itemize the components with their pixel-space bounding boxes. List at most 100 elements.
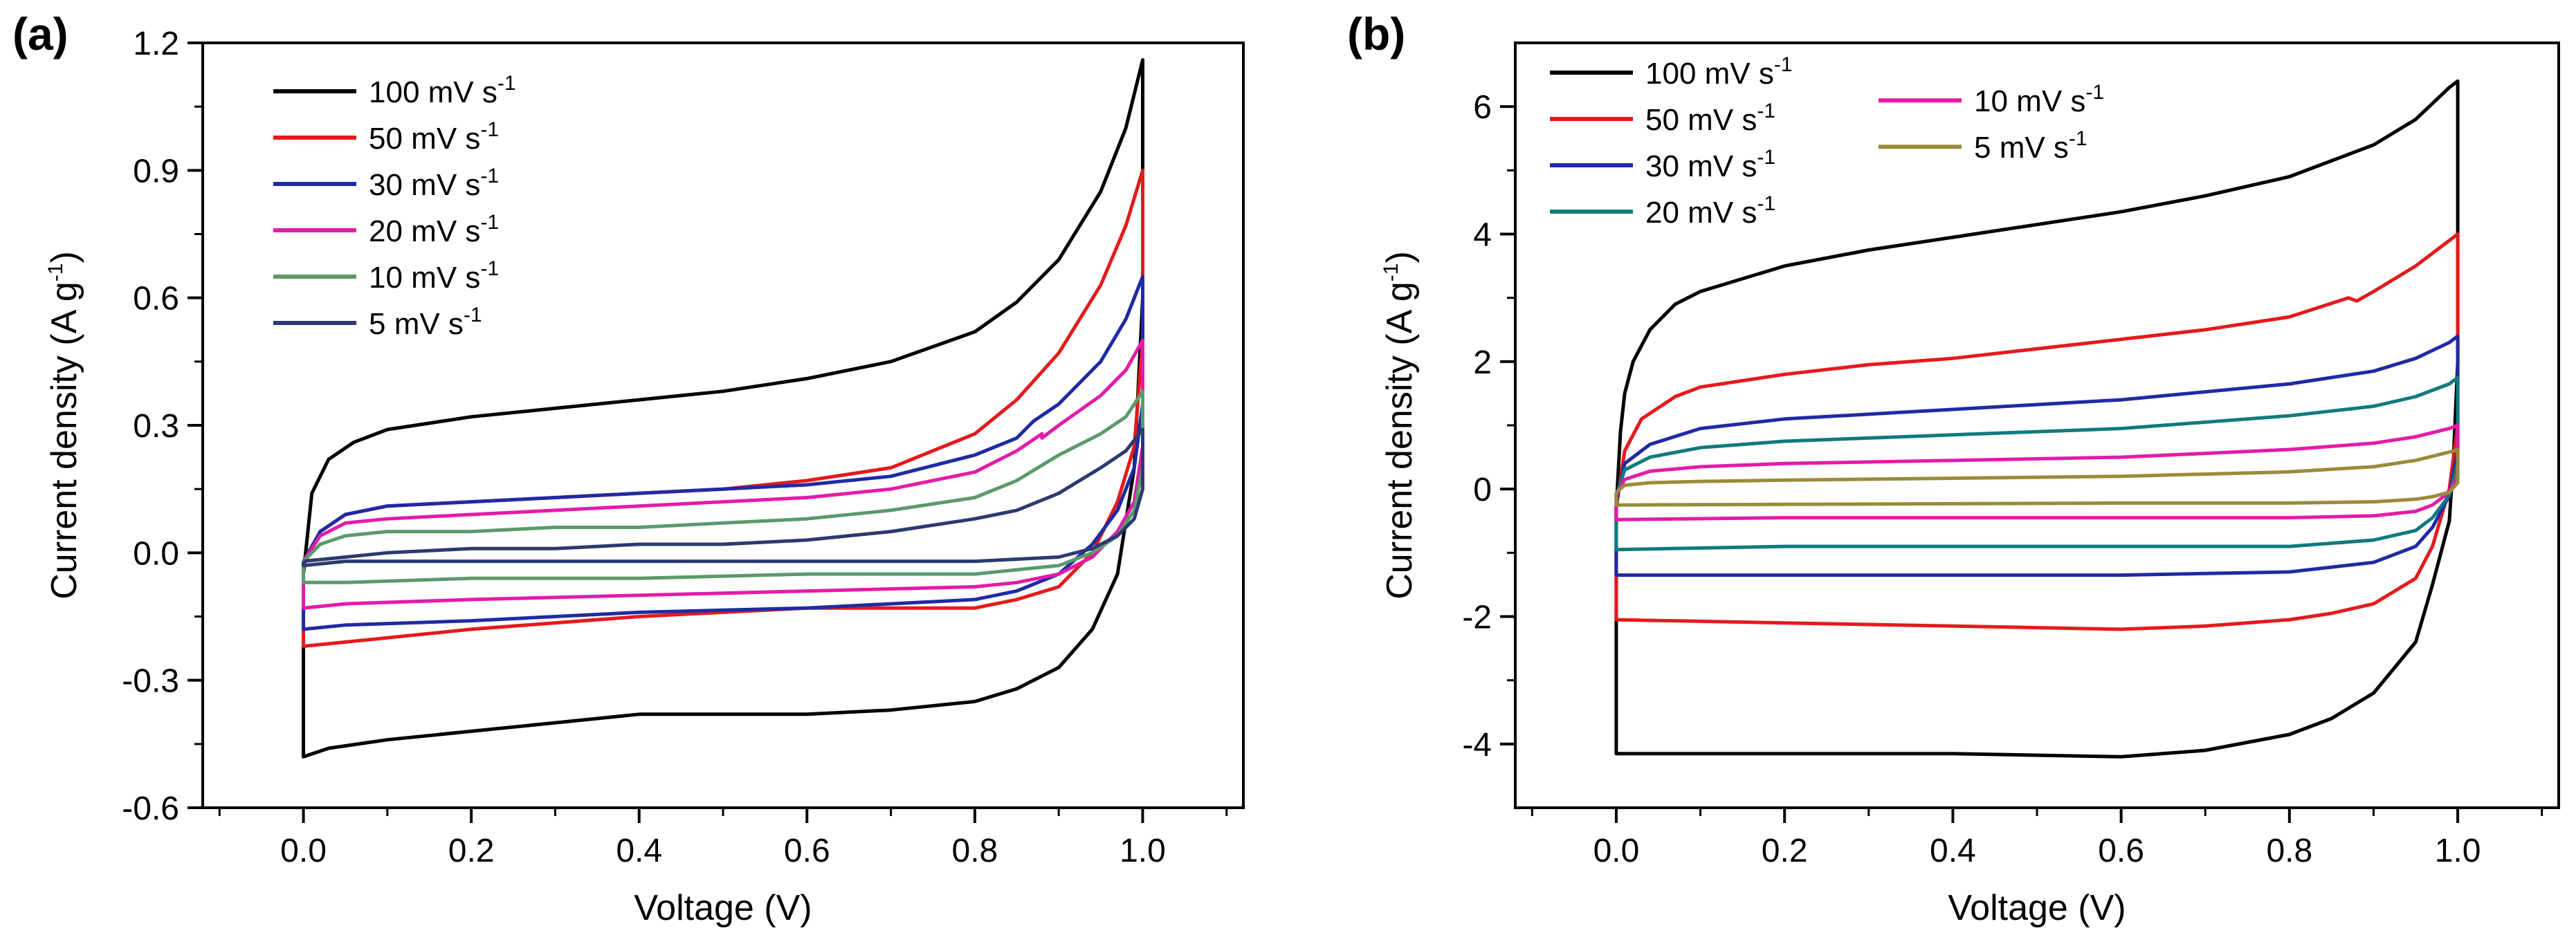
legend-label: 5 mV s-1	[369, 304, 482, 341]
legend-label-text: 50 mV s	[369, 122, 480, 156]
legend-label-text: 30 mV s	[1645, 149, 1757, 183]
y-tick-label: 0.6	[133, 281, 179, 317]
legend-label-text: 20 mV s	[369, 214, 480, 248]
y-tick-label: -2	[1462, 600, 1492, 636]
legend-label-text: 20 mV s	[1645, 196, 1757, 230]
y-axis-label-main: Current density (A g	[1380, 281, 1420, 600]
series-line-100-mv	[302, 58, 1144, 759]
y-tick-label: 0	[1473, 472, 1492, 508]
legend-label-text: 100 mV s	[1645, 57, 1774, 91]
series-line-10-mv	[302, 389, 1144, 584]
y-tick-label: 6	[1473, 89, 1492, 126]
y-axis-label-sup: -1	[44, 263, 67, 282]
legend-label-sup: -1	[1774, 53, 1793, 76]
legend-item: 50 mV s-1	[273, 118, 499, 156]
x-tick-label: 0.4	[616, 833, 662, 869]
legend: 100 mV s-150 mV s-130 mV s-120 mV s-110 …	[1550, 53, 2104, 230]
series-line-5-mv	[302, 427, 1144, 568]
chart-panel-a: (a)0.0 0.2 0.4 0.6 0.8 1.0-0.6-0.30.00.30.60.…	[12, 8, 1245, 928]
legend-label-sup: -1	[464, 304, 482, 326]
legend-label-sup: -1	[480, 211, 499, 234]
legend-label: 10 mV s-1	[369, 257, 499, 295]
y-axis-label: Current density (A g-1)	[1380, 251, 1420, 600]
y-axis: -0.6 -0.3 0.0 0.3 0.6 0.9 1.2	[122, 26, 203, 827]
legend-label: 5 mV s-1	[1974, 127, 2088, 165]
legend-item: 5 mV s-1	[273, 304, 482, 341]
legend-item: 30 mV s-1	[273, 165, 499, 202]
legend-label-sup: -1	[1757, 192, 1775, 215]
series-line-10-mv	[1614, 423, 2460, 521]
legend-item: 5 mV s-1	[1879, 127, 2088, 165]
y-tick-label: 2	[1473, 344, 1492, 381]
x-tick-label: 0.6	[784, 833, 830, 869]
legend-label-text: 30 mV s	[369, 168, 480, 202]
x-axis-label: Voltage (V)	[1948, 888, 2126, 928]
plot-frame	[201, 41, 1245, 809]
legend-label: 30 mV s-1	[369, 165, 499, 202]
legend-label-sup: -1	[497, 72, 516, 95]
legend-label: 50 mV s-1	[1645, 100, 1775, 137]
legend-label-sup: -1	[480, 165, 499, 187]
y-axis-label: Current density (A g-1)	[44, 251, 84, 600]
legend-item: 30 mV s-1	[1550, 146, 1775, 183]
y-tick-label: 0.0	[133, 535, 179, 572]
legend-label-sup: -1	[480, 257, 499, 280]
legend-label: 30 mV s-1	[1645, 146, 1775, 183]
legend-item: 100 mV s-1	[273, 72, 516, 109]
legend-item: 20 mV s-1	[273, 211, 499, 248]
y-tick-label: 4	[1473, 217, 1492, 254]
legend-label-sup: -1	[480, 118, 499, 141]
x-axis-label: Voltage (V)	[634, 888, 812, 928]
legend-item: 100 mV s-1	[1550, 53, 1793, 91]
legend-label: 50 mV s-1	[369, 118, 499, 156]
x-tick-label: 0.8	[952, 833, 998, 869]
y-axis-label-end: )	[44, 251, 84, 263]
x-tick-label: 0.2	[448, 833, 495, 869]
legend-label-sup: -1	[2085, 81, 2104, 104]
x-tick-label: 0.4	[1930, 833, 1976, 869]
series-lines	[1614, 79, 2460, 759]
y-tick-label: 0.3	[133, 408, 179, 445]
y-tick-label: 1.2	[133, 26, 179, 62]
y-axis-label-end: )	[1380, 251, 1420, 263]
legend-label-text: 100 mV s	[369, 75, 497, 109]
y-tick-label: 0.9	[133, 153, 179, 189]
legend-item: 10 mV s-1	[273, 257, 499, 295]
legend-item: 50 mV s-1	[1550, 100, 1775, 137]
legend-label-text: 50 mV s	[1645, 103, 1757, 137]
series-line-50-mv	[1614, 232, 2460, 631]
series-line-20-mv	[302, 338, 1144, 610]
legend-label-text: 10 mV s	[369, 261, 480, 295]
x-tick-label: 0.8	[2266, 833, 2312, 869]
y-axis-label-sup: -1	[1380, 263, 1403, 282]
x-tick-label: 0.0	[1593, 833, 1640, 869]
y-axis-label-main: Current density (A g	[44, 281, 84, 600]
legend-label-text: 5 mV s	[1974, 131, 2069, 165]
series-line-30-mv	[1614, 334, 2460, 577]
series-lines	[302, 58, 1144, 759]
legend-label-sup: -1	[1757, 146, 1775, 169]
y-tick-label: -0.3	[122, 663, 179, 700]
legend-label: 20 mV s-1	[1645, 192, 1775, 230]
legend-label-sup: -1	[1757, 100, 1775, 122]
legend-label-text: 10 mV s	[1974, 84, 2085, 118]
legend-label: 20 mV s-1	[369, 211, 499, 248]
legend: 100 mV s-150 mV s-130 mV s-120 mV s-110 …	[273, 72, 516, 341]
series-line-30-mv	[302, 275, 1144, 631]
series-line-100-mv	[1614, 79, 2460, 759]
panel-label: (a)	[12, 8, 68, 59]
legend-label: 100 mV s-1	[369, 72, 516, 109]
legend-item: 20 mV s-1	[1550, 192, 1775, 230]
y-axis: -4 -2 0 2 4 6	[1462, 89, 1515, 763]
series-line-5-mv	[1614, 447, 2460, 507]
x-tick-label: 0.6	[2098, 833, 2144, 869]
panel-label: (b)	[1347, 8, 1405, 59]
series-line-20-mv	[1614, 376, 2460, 552]
chart-panel-b: (b) 0.0 0.2 0.4 0.6 0.8 1.0 -4 -2 0 2 4 6 Voltage (V)…	[1347, 8, 2560, 928]
legend-item: 10 mV s-1	[1879, 81, 2104, 118]
x-tick-label: 0.2	[1762, 833, 1808, 869]
legend-label-sup: -1	[2069, 127, 2088, 150]
legend-label-text: 5 mV s	[369, 307, 464, 341]
x-tick-label: 1.0	[2435, 833, 2481, 869]
